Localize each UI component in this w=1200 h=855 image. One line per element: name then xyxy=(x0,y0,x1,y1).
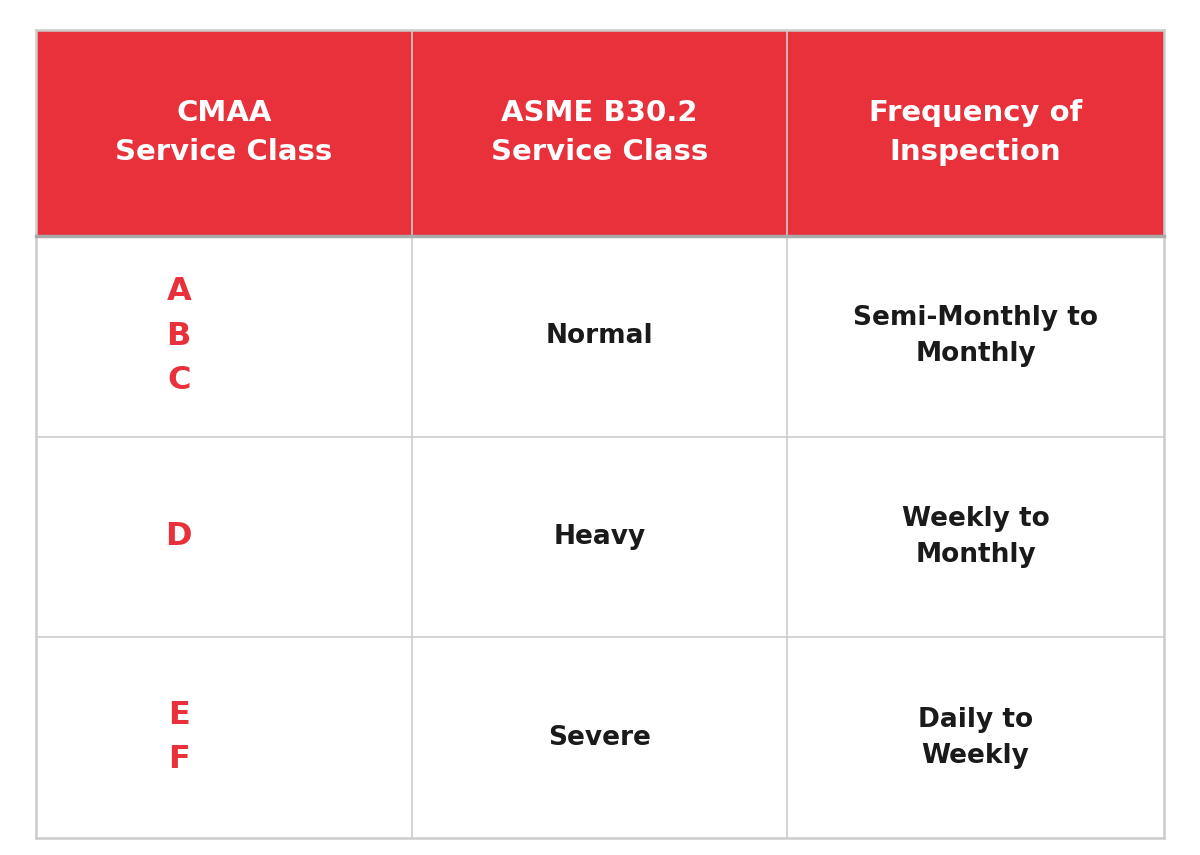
Text: Normal: Normal xyxy=(546,323,653,350)
Text: A: A xyxy=(167,276,191,307)
Bar xyxy=(36,637,1164,838)
Text: Weekly to
Monthly: Weekly to Monthly xyxy=(901,506,1050,568)
Text: B: B xyxy=(167,321,191,351)
Text: F: F xyxy=(168,745,190,775)
Text: D: D xyxy=(166,522,192,552)
Text: Severe: Severe xyxy=(548,724,650,751)
Text: Daily to
Weekly: Daily to Weekly xyxy=(918,706,1033,769)
Text: C: C xyxy=(167,365,191,396)
Text: Semi-Monthly to
Monthly: Semi-Monthly to Monthly xyxy=(853,305,1098,368)
Bar xyxy=(36,30,1164,236)
Text: Heavy: Heavy xyxy=(553,524,646,550)
Bar xyxy=(36,437,1164,637)
Text: E: E xyxy=(168,700,190,731)
Text: ASME B30.2
Service Class: ASME B30.2 Service Class xyxy=(491,99,708,167)
Text: Frequency of
Inspection: Frequency of Inspection xyxy=(869,99,1082,167)
Bar xyxy=(36,236,1164,437)
Text: CMAA
Service Class: CMAA Service Class xyxy=(115,99,332,167)
